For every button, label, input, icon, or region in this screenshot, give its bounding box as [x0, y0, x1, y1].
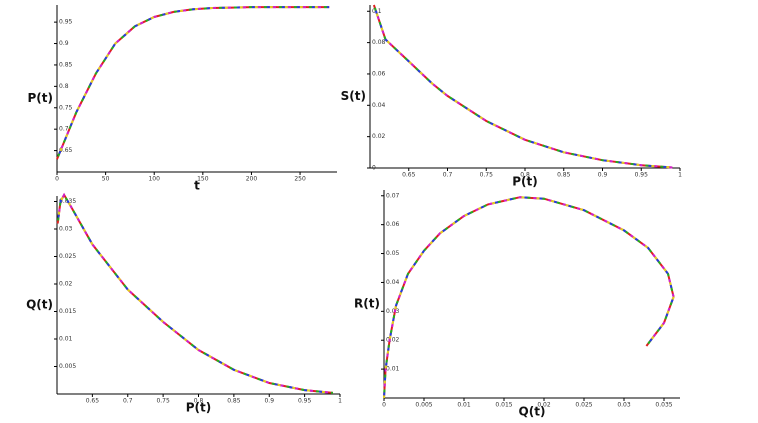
y-tick-label: 0.005	[59, 363, 76, 370]
x-tick-label: 0.005	[415, 402, 432, 409]
x-axis-label: P(t)	[512, 175, 538, 189]
x-axis-label: t	[194, 179, 200, 193]
y-tick-label: 0.02	[372, 133, 386, 140]
x-tick-label: 0.015	[495, 402, 512, 409]
curve	[56, 6, 330, 160]
y-axis-label: Q(t)	[26, 298, 53, 312]
y-tick-label: 0.75	[59, 104, 73, 111]
x-tick-label: 150	[197, 176, 209, 183]
y-tick-label: 0.85	[59, 61, 73, 68]
y-tick-label: 0.025	[59, 253, 76, 260]
x-tick-label: 0.03	[617, 402, 631, 409]
curve	[56, 192, 333, 394]
x-tick-label: 0.9	[598, 172, 608, 179]
x-tick-label: 0	[55, 176, 59, 183]
x-tick-label: 100	[148, 176, 160, 183]
x-tick-label: 0.7	[123, 398, 133, 405]
x-tick-label: 0.85	[557, 172, 571, 179]
y-tick-label: 0.7	[59, 126, 69, 133]
x-tick-label: 0.9	[264, 398, 274, 405]
x-axis-label: P(t)	[186, 401, 212, 415]
curve	[383, 196, 675, 399]
y-tick-label: 0.015	[59, 308, 76, 315]
y-tick-label: 0.8	[59, 83, 69, 90]
y-tick-label: 0	[372, 165, 376, 172]
y-tick-label: 0.02	[386, 337, 400, 344]
x-tick-label: 0.85	[227, 398, 241, 405]
y-tick-label: 0.9	[59, 40, 69, 47]
y-tick-label: 0.07	[386, 192, 400, 199]
x-tick-label: 0.65	[86, 398, 100, 405]
curve	[56, 192, 333, 394]
x-tick-label: 200	[246, 176, 258, 183]
y-tick-label: 0.03	[59, 226, 73, 233]
x-tick-label: 0.65	[402, 172, 416, 179]
x-tick-label: 50	[102, 176, 110, 183]
curve	[383, 196, 675, 399]
y-axis-label: P(t)	[28, 91, 54, 105]
x-tick-label: 0.025	[575, 402, 592, 409]
y-tick-label: 0.95	[59, 19, 73, 26]
curve	[56, 6, 330, 160]
y-tick-label: 0.05	[386, 250, 400, 257]
curve	[56, 6, 330, 160]
curve	[383, 196, 675, 399]
x-tick-label: 1	[338, 398, 342, 405]
y-tick-label: 0.02	[59, 281, 73, 288]
y-tick-label: 0.08	[372, 39, 386, 46]
curve	[383, 196, 675, 399]
x-tick-label: 0.01	[457, 402, 471, 409]
x-tick-label: 0.02	[537, 402, 551, 409]
y-tick-label: 0.06	[372, 70, 386, 77]
y-tick-label: 0.06	[386, 221, 400, 228]
y-tick-label: 0.65	[59, 147, 73, 154]
y-axis-label: S(t)	[341, 89, 366, 103]
curve	[372, 4, 673, 169]
x-tick-label: 0.8	[194, 398, 204, 405]
x-tick-label: 1	[678, 172, 682, 179]
x-tick-label: 0.035	[655, 402, 672, 409]
curve	[56, 6, 330, 160]
x-tick-label: 0.75	[480, 172, 494, 179]
curve	[56, 192, 333, 394]
y-tick-label: 0.01	[386, 366, 400, 373]
curve	[383, 196, 675, 399]
x-axis-label: Q(t)	[519, 405, 546, 419]
y-tick-label: 0.01	[59, 336, 73, 343]
y-tick-label: 0.04	[372, 102, 386, 109]
y-axis-label: R(t)	[354, 297, 380, 311]
curve	[372, 4, 673, 169]
curve	[56, 192, 333, 394]
y-tick-label: 0.04	[386, 279, 400, 286]
x-tick-label: 0.7	[443, 172, 453, 179]
x-tick-label: 0	[382, 402, 386, 409]
x-tick-label: 250	[294, 176, 306, 183]
x-tick-label: 0.95	[298, 398, 312, 405]
curve	[372, 4, 673, 169]
x-tick-label: 0.75	[156, 398, 170, 405]
x-tick-label: 0.95	[635, 172, 649, 179]
curve	[56, 6, 330, 160]
x-tick-label: 0.8	[520, 172, 530, 179]
curve	[372, 4, 673, 169]
curve	[56, 192, 333, 394]
y-tick-label: 0.03	[386, 308, 400, 315]
curve	[372, 4, 673, 169]
